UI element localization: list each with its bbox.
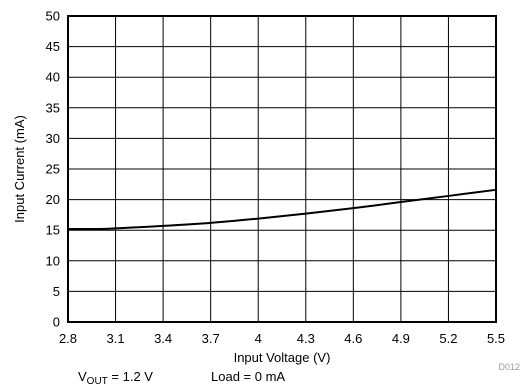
x-tick-label: 4.3 bbox=[297, 331, 315, 346]
y-tick-label: 20 bbox=[46, 192, 60, 207]
x-tick-label: 5.2 bbox=[439, 331, 457, 346]
y-tick-labels: 0 5 10 15 20 25 30 35 40 45 50 bbox=[46, 9, 60, 330]
x-axis-title: Input Voltage (V) bbox=[234, 350, 331, 365]
vout-condition: VOUT = 1.2 V bbox=[78, 369, 153, 386]
y-tick-label: 45 bbox=[46, 39, 60, 54]
y-tick-label: 15 bbox=[46, 223, 60, 238]
y-tick-label: 40 bbox=[46, 70, 60, 85]
series-line bbox=[67, 188, 497, 231]
x-tick-label: 4 bbox=[255, 331, 262, 346]
y-tick-label: 35 bbox=[46, 100, 60, 115]
x-tick-label: 3.1 bbox=[107, 331, 125, 346]
y-tick-label: 5 bbox=[53, 284, 60, 299]
x-tick-label: 3.4 bbox=[154, 331, 172, 346]
load-condition: Load = 0 mA bbox=[211, 369, 285, 384]
y-axis-title: Input Current (mA) bbox=[12, 115, 27, 223]
vout-subscript: OUT bbox=[87, 376, 108, 386]
x-tick-labels: 2.8 3.1 3.4 3.7 4 4.3 4.6 4.9 5.2 5.5 bbox=[59, 331, 505, 346]
figure-code: D012 bbox=[498, 362, 520, 372]
y-tick-label: 25 bbox=[46, 162, 60, 177]
vout-symbol: V bbox=[78, 369, 87, 384]
y-tick-label: 0 bbox=[53, 315, 60, 330]
vout-value: = 1.2 V bbox=[108, 369, 153, 384]
y-tick-label: 50 bbox=[46, 9, 60, 24]
y-tick-label: 10 bbox=[46, 253, 60, 268]
x-tick-label: 3.7 bbox=[202, 331, 220, 346]
x-tick-label: 5.5 bbox=[487, 331, 505, 346]
plot-frame bbox=[67, 15, 497, 323]
y-tick-label: 30 bbox=[46, 131, 60, 146]
x-tick-label: 4.9 bbox=[392, 331, 410, 346]
grid-lines bbox=[68, 16, 496, 322]
x-tick-label: 2.8 bbox=[59, 331, 77, 346]
x-tick-label: 4.6 bbox=[344, 331, 362, 346]
